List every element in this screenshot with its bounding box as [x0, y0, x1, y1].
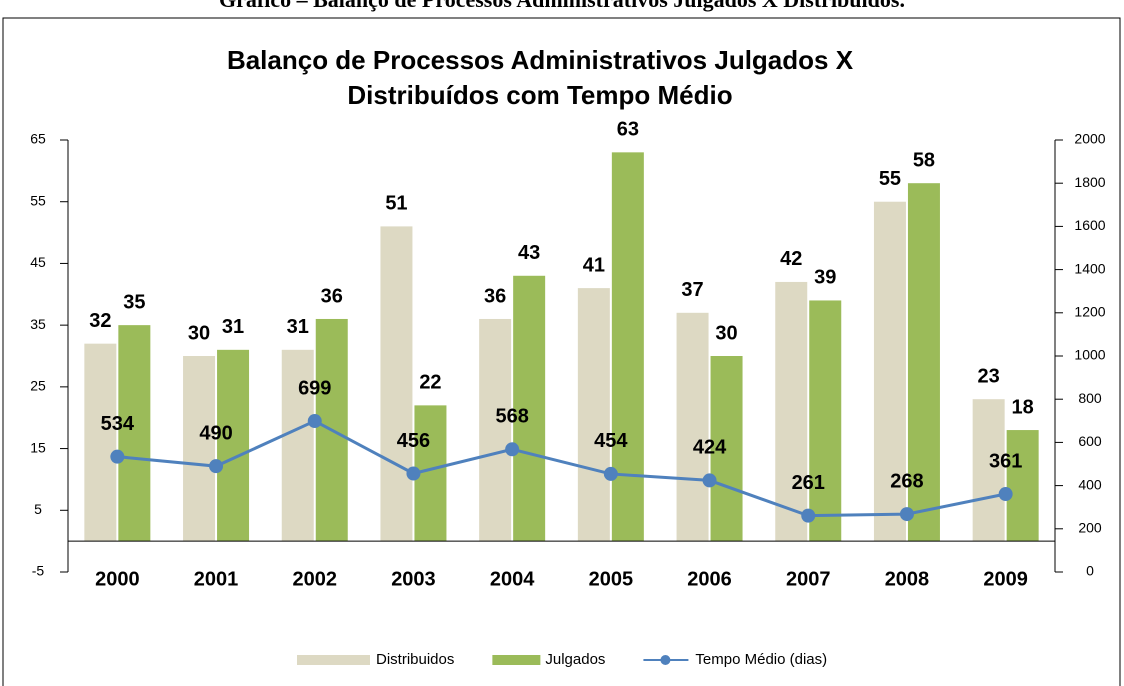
x-tick-label: 2004: [490, 568, 535, 590]
x-tick-label: 2008: [885, 568, 930, 590]
y2-tick-label: 2000: [1074, 131, 1105, 147]
bar: [873, 201, 906, 542]
x-tick-label: 2000: [95, 568, 140, 590]
line-point: [110, 449, 125, 464]
legend-label: Tempo Médio (dias): [695, 651, 827, 668]
bar-value-label: 32: [89, 310, 111, 332]
bar-value-label: 36: [321, 285, 343, 307]
bar-value-label: 22: [419, 372, 441, 394]
line-point: [998, 487, 1013, 502]
y2-tick-label: 1400: [1074, 260, 1105, 276]
bar-value-label: 58: [913, 149, 935, 171]
bar-value-label: 43: [518, 242, 540, 264]
y2-tick-label: 1000: [1074, 347, 1105, 363]
x-tick-label: 2006: [687, 568, 732, 590]
y2-tick-label: 1200: [1074, 304, 1105, 320]
line-value-label: 490: [199, 422, 232, 444]
bar-value-label: 42: [780, 248, 802, 270]
y-tick-label: 5: [34, 501, 42, 517]
chart-border: [2, 17, 1121, 686]
y2-tick-label: 1800: [1074, 174, 1105, 190]
line-point: [307, 414, 322, 429]
line-value-label: 268: [890, 470, 923, 492]
bar-value-label: 35: [123, 291, 145, 313]
bar: [809, 300, 842, 542]
line: [117, 419, 1006, 518]
legend-label: Julgados: [545, 651, 605, 668]
bar-value-label: 39: [814, 267, 836, 289]
bar: [907, 183, 940, 542]
legend-label: Distribuidos: [376, 651, 454, 668]
y2-tick-label: 0: [1086, 563, 1094, 579]
bar: [281, 349, 314, 542]
y-tick-label: -5: [32, 563, 45, 579]
bar-value-label: 36: [484, 285, 506, 307]
bar: [479, 318, 512, 542]
bar-value-label: 63: [617, 119, 639, 141]
bar: [513, 275, 546, 542]
bar-value-label: 23: [978, 365, 1000, 387]
bar: [380, 226, 413, 542]
bar: [1006, 430, 1039, 542]
bar-value-label: 30: [188, 322, 210, 344]
bar-value-label: 37: [681, 279, 703, 301]
line-point: [801, 508, 816, 523]
line-point: [505, 442, 520, 457]
line-value-label: 261: [792, 472, 825, 494]
line-value-label: 454: [594, 430, 628, 452]
y-tick-label: 35: [30, 316, 46, 332]
y-tick-label: 45: [30, 254, 46, 270]
bar: [183, 356, 216, 542]
bar: [577, 288, 610, 542]
line-value-label: 456: [397, 430, 430, 452]
x-tick-label: 2001: [194, 568, 239, 590]
bar: [775, 281, 808, 542]
bar-value-label: 41: [583, 254, 605, 276]
legend-swatch: [297, 655, 370, 665]
x-tick-label: 2007: [786, 568, 831, 590]
line-value-label: 699: [298, 377, 331, 399]
legend-swatch: [660, 655, 671, 665]
x-tick-label: 2005: [589, 568, 634, 590]
bar-value-label: 55: [879, 168, 901, 190]
y2-tick-label: 600: [1078, 433, 1102, 449]
x-tick-label: 2009: [983, 568, 1028, 590]
bar: [611, 152, 644, 542]
y2-tick-label: 200: [1078, 520, 1102, 536]
line-value-label: 568: [495, 406, 528, 428]
bar: [710, 356, 743, 542]
bar-value-label: 31: [222, 316, 244, 338]
x-tick-label: 2003: [391, 568, 436, 590]
bar-value-label: 51: [385, 193, 407, 215]
bar: [217, 349, 250, 542]
bar-value-label: 31: [287, 316, 309, 338]
chart-title: Balanço de Processos Administrativos Jul…: [227, 45, 854, 75]
y2-tick-label: 1600: [1074, 217, 1105, 233]
line-point: [209, 459, 224, 474]
x-tick-label: 2002: [293, 568, 338, 590]
line-value-label: 361: [989, 450, 1022, 472]
bar: [118, 325, 151, 542]
line-value-label: 534: [101, 413, 135, 435]
chart-title: Distribuídos com Tempo Médio: [347, 80, 732, 110]
legend-swatch: [492, 655, 541, 665]
line-point: [603, 466, 618, 481]
line-point: [406, 466, 421, 481]
y2-tick-label: 400: [1078, 476, 1102, 492]
line-point: [899, 507, 914, 522]
y-tick-label: 65: [30, 131, 46, 147]
bar: [84, 343, 117, 542]
caption: Gráfico – Balanço de Processos Administr…: [219, 0, 905, 12]
y-tick-label: 15: [30, 439, 46, 455]
bar: [676, 312, 709, 542]
bar-value-label: 30: [715, 322, 737, 344]
line-value-label: 424: [693, 437, 727, 459]
y-tick-label: 55: [30, 192, 46, 208]
y2-tick-label: 800: [1078, 390, 1102, 406]
bar-value-label: 18: [1012, 396, 1034, 418]
y-tick-label: 25: [30, 378, 46, 394]
bar: [972, 399, 1005, 542]
line-point: [702, 473, 717, 488]
